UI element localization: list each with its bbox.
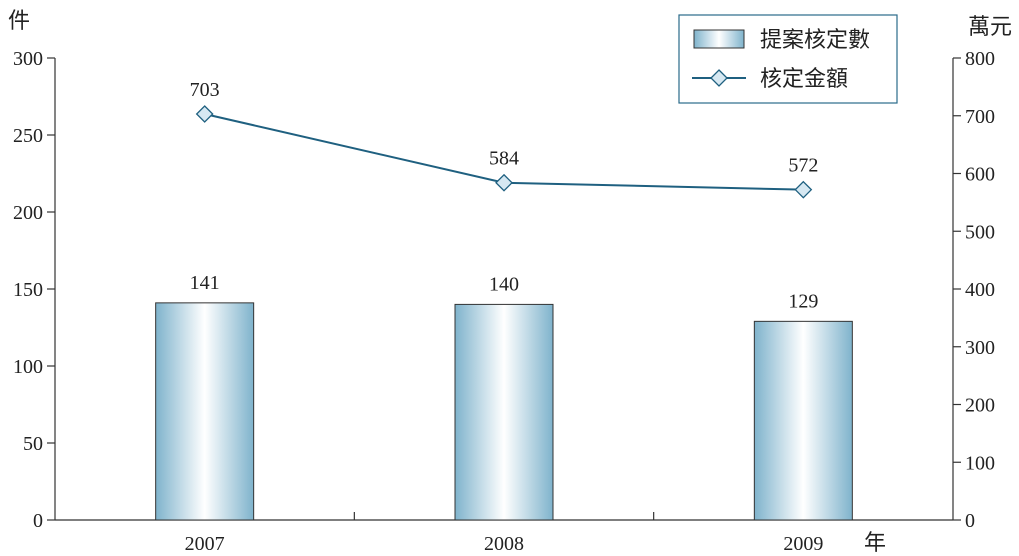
- x-ticks: 2007 2008 2009: [185, 512, 823, 555]
- right-tick-label: 400: [965, 279, 995, 301]
- left-y-ticks: 0 50 100 150 200 250 300: [13, 48, 55, 532]
- x-category-label: 2009: [783, 533, 823, 555]
- bar-2008: [454, 303, 554, 521]
- right-tick-label: 700: [965, 106, 995, 128]
- left-axis-unit: 件: [8, 8, 30, 33]
- left-tick-label: 200: [13, 202, 43, 224]
- legend-line-marker: [710, 69, 728, 87]
- right-tick-label: 200: [965, 395, 995, 417]
- left-tick-label: 50: [23, 433, 43, 455]
- bar-value-label: 141: [190, 272, 220, 294]
- left-tick-label: 0: [33, 510, 43, 532]
- bar-series: 141 140 129: [155, 272, 853, 521]
- line-point-2009: [794, 180, 813, 199]
- bar-value-label: 140: [489, 273, 519, 295]
- right-tick-label: 500: [965, 221, 995, 243]
- legend: 提案核定數 核定金額: [678, 14, 898, 104]
- left-tick-label: 100: [13, 356, 43, 378]
- right-y-ticks: 0 100 200 300 400 500 600 700 800: [953, 48, 995, 532]
- x-axis-label: 年: [864, 530, 886, 555]
- x-category-label: 2008: [484, 533, 524, 555]
- line-value-label: 572: [788, 155, 818, 177]
- left-tick-label: 150: [13, 279, 43, 301]
- right-tick-label: 300: [965, 337, 995, 359]
- legend-line-label: 核定金額: [760, 66, 848, 91]
- line-point-2008: [495, 173, 513, 192]
- bar-2007: [155, 302, 255, 521]
- left-tick-label: 250: [13, 125, 43, 147]
- right-tick-label: 100: [965, 452, 995, 474]
- bar-2009: [753, 320, 853, 521]
- right-tick-label: 800: [965, 48, 995, 70]
- bar-value-label: 129: [788, 290, 818, 312]
- line-series: 703 584 572: [190, 79, 818, 199]
- line-value-label: 703: [190, 79, 220, 101]
- right-tick-label: 0: [965, 510, 975, 532]
- legend-bar-swatch: [693, 29, 745, 49]
- line-value-label: 584: [489, 148, 519, 170]
- left-tick-label: 300: [13, 48, 43, 70]
- x-category-label: 2007: [185, 533, 225, 555]
- line-point-2007: [195, 105, 214, 123]
- legend-bar-label: 提案核定數: [760, 27, 870, 52]
- right-tick-label: 600: [965, 164, 995, 186]
- right-axis-unit: 萬元: [968, 14, 1012, 39]
